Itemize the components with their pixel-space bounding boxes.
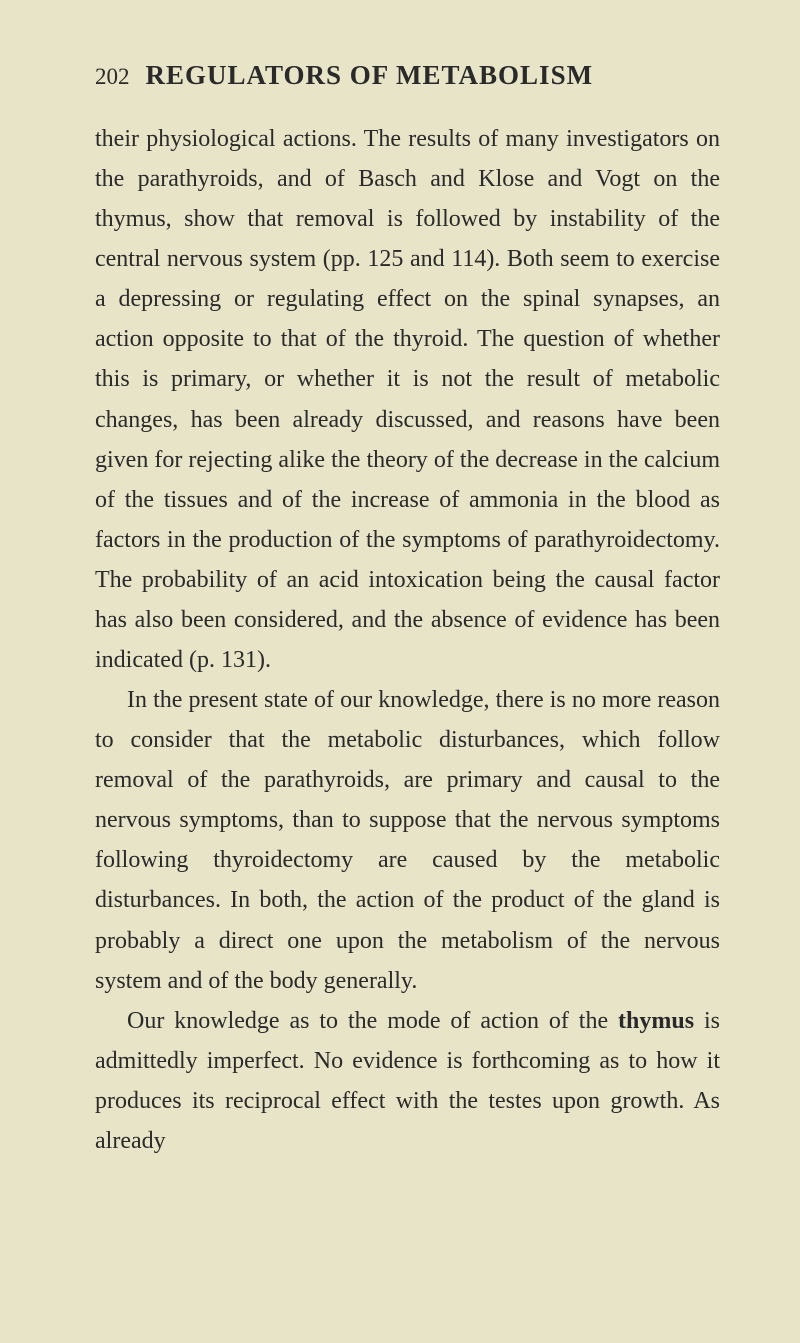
paragraph-1: their physiological actions. The results… <box>95 119 720 680</box>
paragraph-3: Our knowledge as to the mode of action o… <box>95 1001 720 1161</box>
paragraph-3-start: Our knowledge as to the mode of action o… <box>127 1008 618 1034</box>
paragraph-2: In the present state of our knowledge, t… <box>95 680 720 1001</box>
page-title: REGULATORS OF METABOLISM <box>146 60 594 91</box>
body-text-container: their physiological actions. The results… <box>95 119 720 1161</box>
thymus-bold: thymus <box>618 1008 694 1034</box>
page-header: 202 REGULATORS OF METABOLISM <box>95 60 720 91</box>
page-number: 202 <box>95 64 130 90</box>
